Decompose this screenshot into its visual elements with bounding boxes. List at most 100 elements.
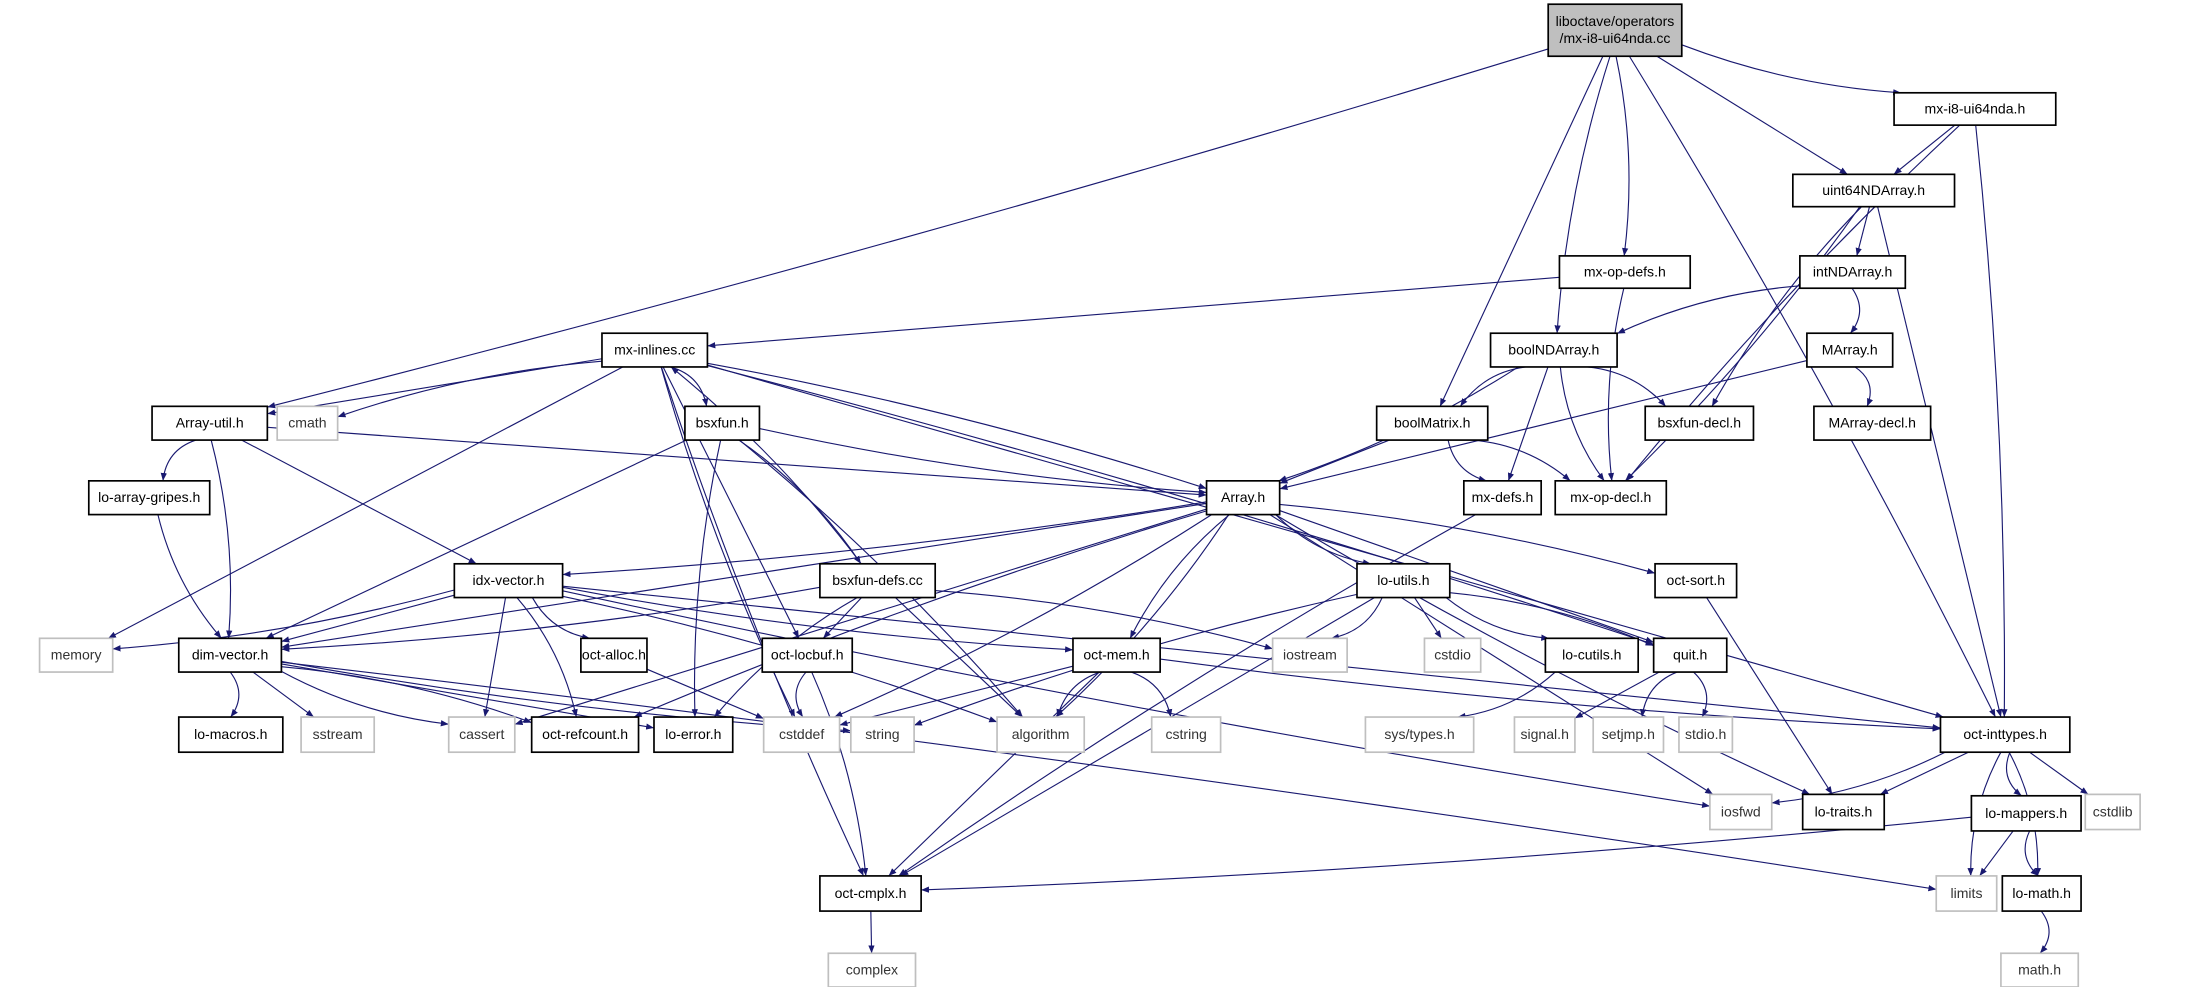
node-oct-mem-h[interactable]: oct-mem.h (1072, 637, 1161, 673)
edge-idx-vector-h-to-oct-alloc-h (531, 597, 591, 641)
node-boolndarray-h[interactable]: boolNDArray.h (1489, 332, 1618, 368)
edge-array-h-to-oct-mem-h (1129, 514, 1230, 639)
node-bsxfun-h[interactable]: bsxfun.h (684, 405, 761, 441)
node-lo-traits-h[interactable]: lo-traits.h (1801, 793, 1886, 831)
node-oct-cmplx-h[interactable]: oct-cmplx.h (819, 875, 922, 912)
node-label: lo-array-gripes.h (98, 489, 200, 505)
node-mx-op-defs-h[interactable]: mx-op-defs.h (1558, 255, 1692, 290)
node-label: mx-op-decl.h (1570, 489, 1651, 505)
node-memory[interactable]: memory (38, 637, 114, 673)
node-signal-h[interactable]: signal.h (1513, 716, 1576, 754)
node-label: lo-utils.h (1377, 572, 1429, 588)
node-mx-defs-h[interactable]: mx-defs.h (1462, 480, 1543, 516)
node-root[interactable]: liboctave/operators/mx-i8-ui64nda.cc (1547, 3, 1683, 58)
node-box (819, 562, 937, 599)
node-oct-sort-h[interactable]: oct-sort.h (1654, 562, 1738, 599)
node-label: idx-vector.h (473, 572, 545, 588)
edge-idx-vector-h-to-iosfwd (562, 590, 1710, 809)
node-label: bsxfun-decl.h (1658, 415, 1742, 431)
node-lo-cutils-h[interactable]: lo-cutils.h (1544, 637, 1640, 673)
node-idx-vector-h[interactable]: idx-vector.h (453, 562, 564, 599)
edge-lo-utils-h-to-iostream (1330, 597, 1383, 640)
node-label: setjmp.h (1602, 726, 1655, 742)
node-boolmatrix-h[interactable]: boolMatrix.h (1375, 405, 1489, 441)
node-label: uint64NDArray.h (1822, 182, 1925, 198)
node-label: iosfwd (1721, 803, 1761, 819)
edge-oct-mem-h-to-cstring (1131, 671, 1173, 718)
node-uint64ndarray-h[interactable]: uint64NDArray.h (1791, 173, 1956, 208)
node-label: Array-util.h (176, 415, 244, 431)
node-oct-inttypes-h[interactable]: oct-inttypes.h (1939, 716, 2071, 754)
node-sys-types-h[interactable]: sys/types.h (1364, 716, 1475, 754)
node-cstdlib[interactable]: cstdlib (2084, 793, 2141, 831)
edge-root-to-mx-i8-ui64nda-h (1681, 44, 1902, 96)
node-box (819, 875, 922, 912)
node-lo-utils-h[interactable]: lo-utils.h (1356, 562, 1451, 599)
node-bsxfun-defs-cc[interactable]: bsxfun-defs.cc (819, 562, 937, 599)
node-label: cstdio (1434, 647, 1471, 663)
node-oct-refcount-h[interactable]: oct-refcount.h (530, 716, 640, 754)
node-box (601, 332, 709, 368)
node-lo-error-h[interactable]: lo-error.h (653, 716, 734, 754)
edge-quit-h-to-stdio-h (1693, 671, 1709, 718)
node-box (1970, 794, 2082, 832)
node-box (684, 405, 761, 441)
node-intndarray-h[interactable]: intNDArray.h (1799, 255, 1907, 290)
edge-oct-inttypes-h-to-cstdlib (2029, 751, 2089, 795)
node-cstddef[interactable]: cstddef (762, 716, 841, 754)
node-label: mx-i8-ui64nda.h (1925, 100, 2026, 116)
node-mx-inlines-cc[interactable]: mx-inlines.cc (601, 332, 709, 368)
node-label: boolMatrix.h (1394, 415, 1471, 431)
node-oct-locbuf-h[interactable]: oct-locbuf.h (761, 637, 854, 673)
node-array-util-h[interactable]: Array-util.h (151, 405, 269, 441)
edge-array-util-h-to-lo-array-gripes-h (160, 439, 197, 481)
node-label: algorithm (1012, 726, 1070, 742)
node-lo-array-gripes-h[interactable]: lo-array-gripes.h (87, 480, 211, 516)
node-string[interactable]: string (849, 716, 915, 754)
node-mx-op-decl-h[interactable]: mx-op-decl.h (1554, 480, 1668, 516)
node-array-h[interactable]: Array.h (1205, 480, 1281, 516)
node-label: bsxfun.h (696, 415, 749, 431)
node-quit-h[interactable]: quit.h (1652, 637, 1728, 673)
node-lo-macros-h[interactable]: lo-macros.h (177, 716, 284, 754)
node-box (1072, 637, 1161, 673)
node-box (849, 716, 915, 754)
node-algorithm[interactable]: algorithm (996, 716, 1086, 754)
node-marray-decl-h[interactable]: MArray-decl.h (1813, 405, 1932, 441)
edge-mx-inlines-cc-to-memory (107, 366, 623, 639)
node-lo-mappers-h[interactable]: lo-mappers.h (1970, 794, 2082, 832)
node-oct-alloc-h[interactable]: oct-alloc.h (580, 637, 648, 673)
node-mx-i8-ui64nda-h[interactable]: mx-i8-ui64nda.h (1893, 91, 2057, 126)
edge-array-h-to-iosfwd (1269, 514, 1714, 795)
node-limits[interactable]: limits (1935, 875, 1998, 912)
node-box (1375, 405, 1489, 441)
node-lo-math-h[interactable]: lo-math.h (2001, 875, 2082, 912)
edge-mx-inlines-cc-to-array-h (707, 362, 1207, 490)
edge-boolndarray-h-to-bsxfun-decl-h (1587, 366, 1667, 407)
node-cmath[interactable]: cmath (276, 405, 339, 441)
edge-boolndarray-h-to-boolmatrix-h (1459, 366, 1526, 407)
node-math-h[interactable]: math.h (2000, 952, 2080, 987)
node-dim-vector-h[interactable]: dim-vector.h (177, 637, 283, 673)
node-cassert[interactable]: cassert (447, 716, 516, 754)
node-setjmp-h[interactable]: setjmp.h (1592, 716, 1665, 754)
node-iosfwd[interactable]: iosfwd (1709, 793, 1773, 831)
node-complex[interactable]: complex (827, 952, 917, 987)
node-box (1513, 716, 1576, 754)
node-stdio-h[interactable]: stdio.h (1678, 716, 1734, 754)
node-iostream[interactable]: iostream (1271, 637, 1348, 673)
node-box (1271, 637, 1348, 673)
edge-intndarray-h-to-marray-h (1849, 287, 1861, 334)
node-label: MArray.h (1822, 342, 1878, 358)
edge-mx-defs-h-to-oct-cmplx-h (898, 514, 1476, 877)
node-box (1644, 405, 1755, 441)
node-sstream[interactable]: sstream (300, 716, 376, 754)
node-bsxfun-decl-h[interactable]: bsxfun-decl.h (1644, 405, 1755, 441)
node-marray-h[interactable]: MArray.h (1806, 332, 1894, 368)
node-cstdio[interactable]: cstdio (1423, 637, 1482, 673)
edge-dim-vector-h-to-lo-macros-h (229, 671, 240, 718)
node-box (761, 637, 854, 673)
edge-mx-inlines-cc-to-quit-h (707, 365, 1654, 645)
edge-idx-vector-h-to-oct-inttypes-h (562, 585, 1941, 731)
node-cstring[interactable]: cstring (1150, 716, 1222, 754)
